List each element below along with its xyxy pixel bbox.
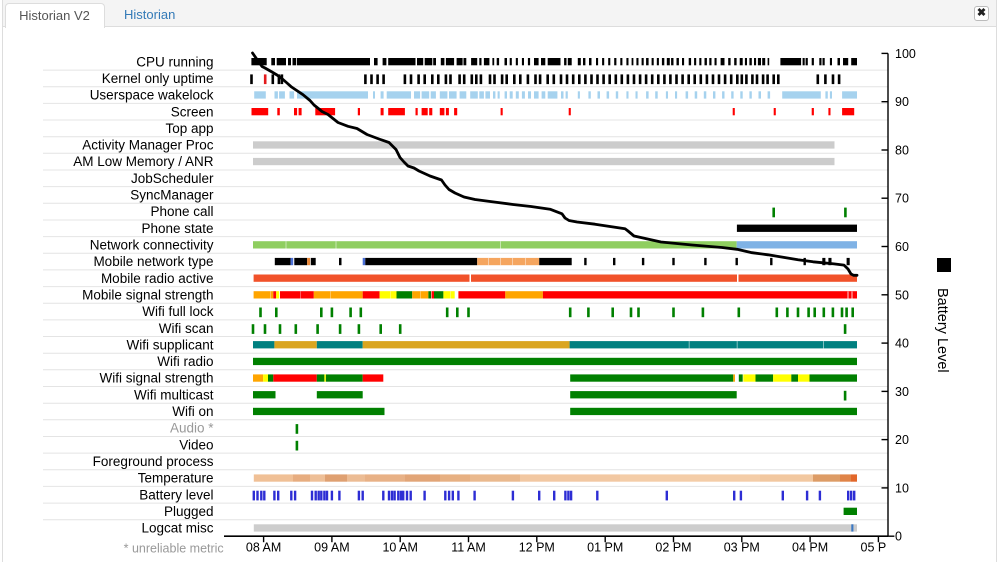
svg-text:0: 0: [895, 530, 902, 544]
svg-text:100: 100: [895, 47, 916, 61]
svg-text:70: 70: [895, 192, 909, 206]
svg-text:AM Low Memory / ANR: AM Low Memory / ANR: [73, 154, 214, 169]
svg-text:Wifi signal strength: Wifi signal strength: [99, 371, 213, 386]
svg-text:01 PM: 01 PM: [587, 541, 623, 555]
svg-text:* unreliable metric: * unreliable metric: [124, 542, 224, 556]
svg-text:Audio *: Audio *: [170, 421, 214, 436]
svg-text:Phone state: Phone state: [141, 221, 213, 236]
svg-text:Userspace wakelock: Userspace wakelock: [90, 88, 214, 103]
svg-text:Activity Manager Proc: Activity Manager Proc: [82, 138, 214, 153]
svg-text:Wifi scan: Wifi scan: [159, 321, 214, 336]
svg-text:Logcat misc: Logcat misc: [141, 521, 213, 536]
svg-text:03 PM: 03 PM: [724, 541, 760, 555]
svg-text:Plugged: Plugged: [164, 504, 214, 519]
svg-text:CPU running: CPU running: [136, 54, 213, 69]
svg-text:Wifi supplicant: Wifi supplicant: [126, 337, 213, 352]
svg-text:Mobile network type: Mobile network type: [93, 254, 213, 269]
svg-text:Wifi radio: Wifi radio: [157, 354, 213, 369]
svg-text:Network connectivity: Network connectivity: [90, 238, 214, 253]
svg-text:JobScheduler: JobScheduler: [131, 171, 214, 186]
svg-text:Temperature: Temperature: [138, 471, 214, 486]
svg-text:08 AM: 08 AM: [246, 541, 281, 555]
svg-text:20: 20: [895, 433, 909, 447]
svg-text:Top app: Top app: [165, 121, 213, 136]
svg-text:Video: Video: [179, 437, 213, 452]
svg-text:Battery Level: Battery Level: [934, 288, 950, 373]
svg-text:Mobile radio active: Mobile radio active: [101, 271, 214, 286]
svg-text:05 P: 05 P: [861, 541, 887, 555]
svg-text:Foreground process: Foreground process: [93, 454, 214, 469]
svg-text:Wifi multicast: Wifi multicast: [134, 387, 214, 402]
svg-text:09 AM: 09 AM: [314, 541, 349, 555]
svg-text:02 PM: 02 PM: [655, 541, 691, 555]
svg-text:50: 50: [895, 288, 909, 302]
svg-text:90: 90: [895, 95, 909, 109]
svg-text:60: 60: [895, 240, 909, 254]
svg-text:Mobile signal strength: Mobile signal strength: [82, 288, 213, 303]
svg-text:10 AM: 10 AM: [382, 541, 417, 555]
svg-text:40: 40: [895, 337, 909, 351]
svg-text:Screen: Screen: [171, 104, 214, 119]
svg-text:Wifi on: Wifi on: [172, 404, 213, 419]
svg-text:04 PM: 04 PM: [792, 541, 828, 555]
svg-text:SyncManager: SyncManager: [130, 188, 214, 203]
svg-text:Battery level: Battery level: [139, 487, 213, 502]
svg-text:11 AM: 11 AM: [451, 541, 486, 555]
svg-text:Kernel only uptime: Kernel only uptime: [102, 71, 214, 86]
svg-text:12 PM: 12 PM: [519, 541, 555, 555]
svg-text:30: 30: [895, 385, 909, 399]
svg-text:10: 10: [895, 481, 909, 495]
svg-text:Phone call: Phone call: [150, 204, 213, 219]
svg-text:80: 80: [895, 144, 909, 158]
svg-text:Wifi full lock: Wifi full lock: [142, 304, 214, 319]
